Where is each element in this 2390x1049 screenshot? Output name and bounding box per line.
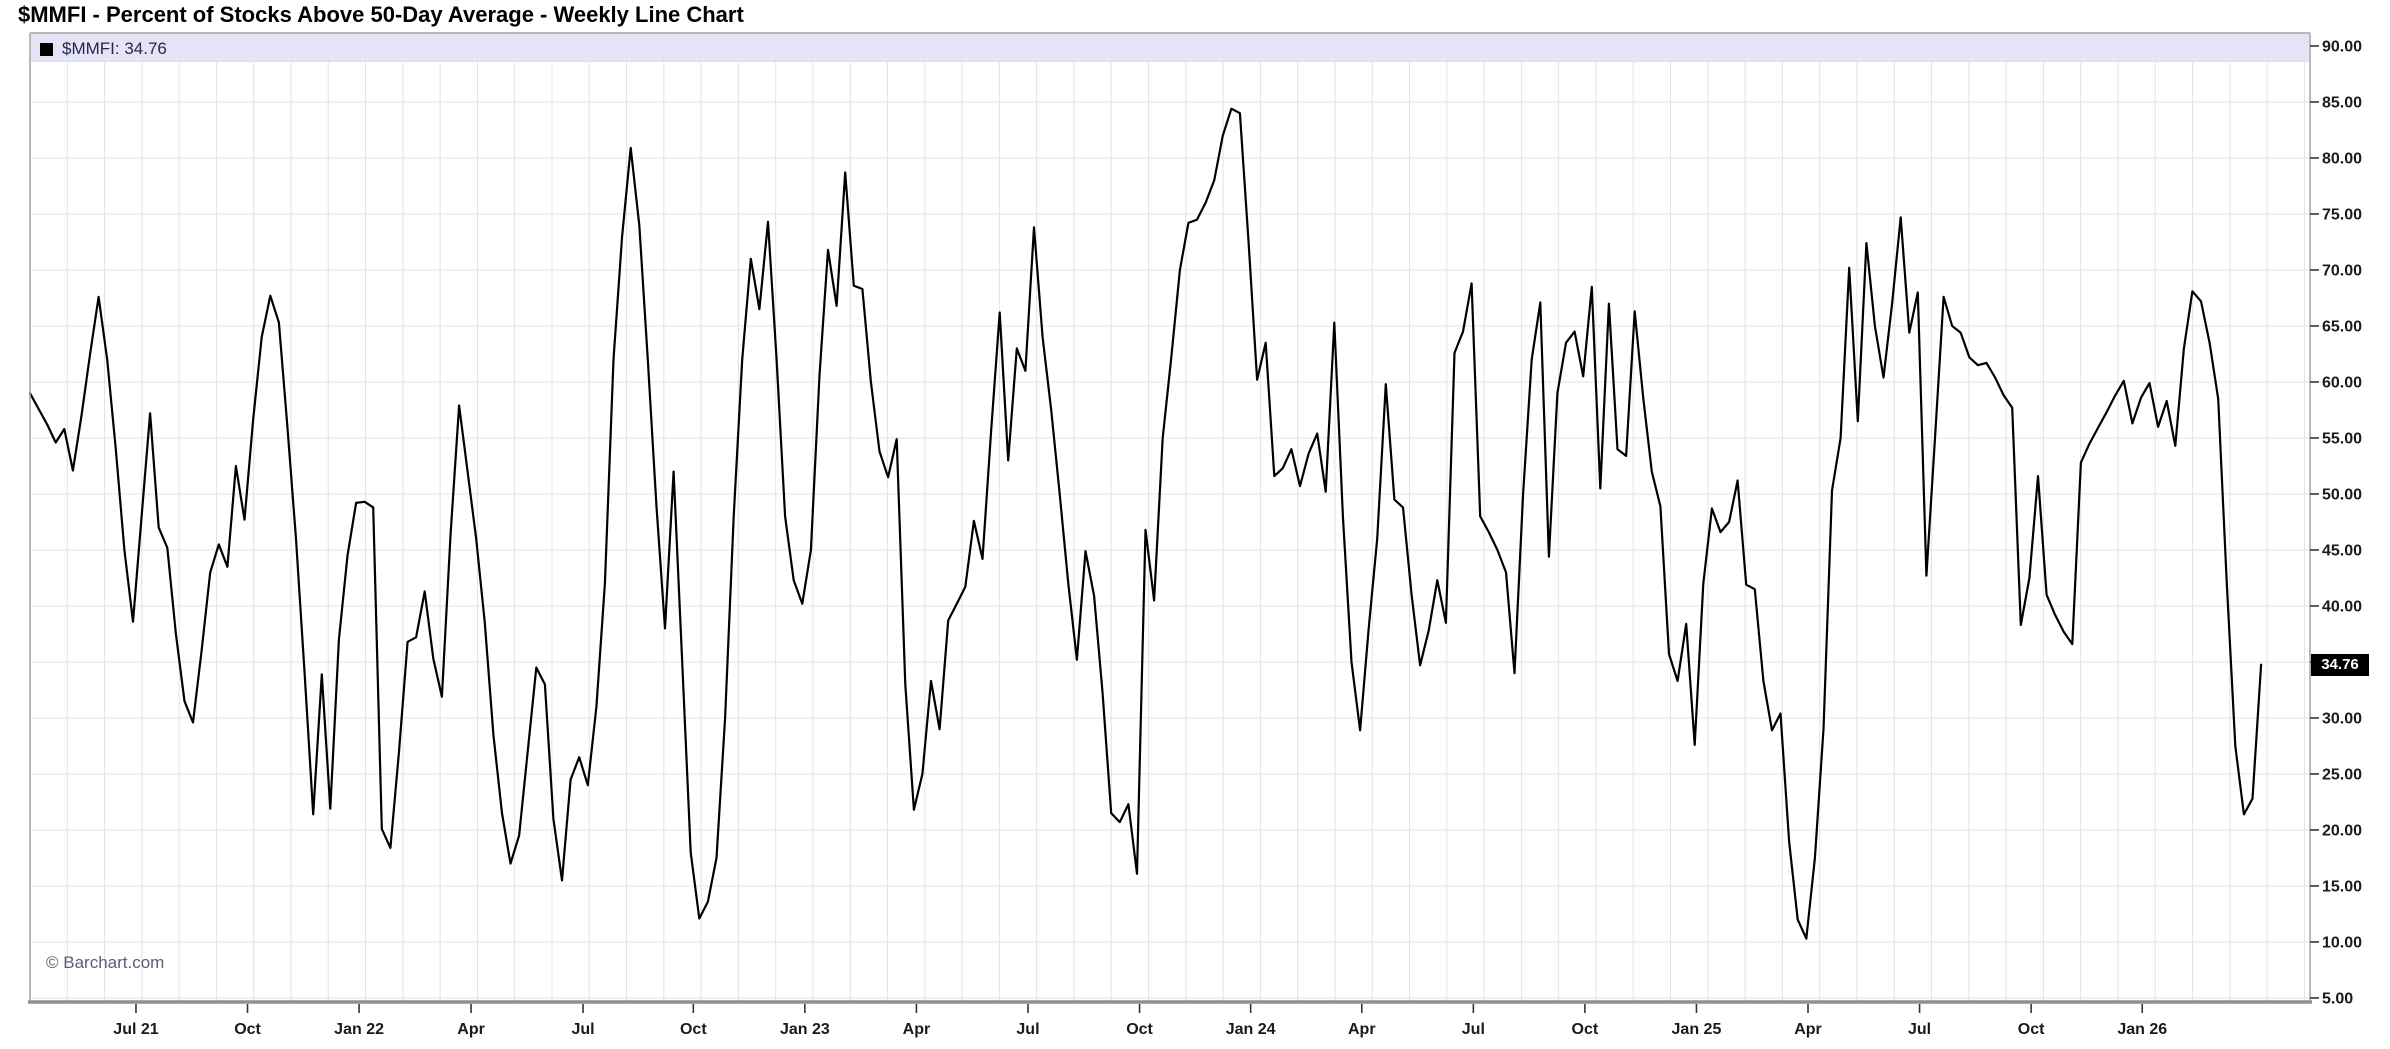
y-axis-label: 10.00: [2322, 934, 2362, 951]
x-axis-label: Apr: [903, 1021, 931, 1038]
legend-bar: [31, 34, 2309, 62]
x-axis-label: Jan 22: [334, 1021, 384, 1038]
y-axis-label: 30.00: [2322, 710, 2362, 727]
x-axis-label: Jan 26: [2117, 1021, 2167, 1038]
x-axis-label: Jul: [1462, 1021, 1485, 1038]
y-axis-label: 85.00: [2322, 94, 2362, 111]
y-axis-label: 70.00: [2322, 262, 2362, 279]
x-axis-label: Oct: [2018, 1021, 2045, 1038]
y-axis-label: 90.00: [2322, 38, 2362, 55]
y-axis-label: 65.00: [2322, 318, 2362, 335]
x-axis-label: Oct: [680, 1021, 707, 1038]
y-axis-label: 75.00: [2322, 206, 2362, 223]
y-axis-label: 55.00: [2322, 430, 2362, 447]
y-axis-label: 80.00: [2322, 150, 2362, 167]
chart-title: $MMFI - Percent of Stocks Above 50-Day A…: [18, 2, 744, 27]
x-axis-label: Oct: [1126, 1021, 1153, 1038]
y-axis-label: 15.00: [2322, 878, 2362, 895]
y-axis-label: 50.00: [2322, 486, 2362, 503]
x-axis-label: Jul: [1908, 1021, 1931, 1038]
x-axis-label: Jan 23: [780, 1021, 830, 1038]
x-axis-label: Jul 21: [113, 1021, 158, 1038]
y-axis-label: 45.00: [2322, 542, 2362, 559]
y-axis-label: 40.00: [2322, 598, 2362, 615]
x-axis-label: Oct: [234, 1021, 261, 1038]
last-value-badge: 34.76: [2311, 654, 2369, 676]
x-axis-label: Apr: [457, 1021, 485, 1038]
x-axis-label: Jul: [571, 1021, 594, 1038]
x-axis-label: Apr: [1794, 1021, 1822, 1038]
y-axis-label: 60.00: [2322, 374, 2362, 391]
x-axis-label: Jan 24: [1226, 1021, 1276, 1038]
y-axis-label: 5.00: [2322, 990, 2353, 1007]
x-axis-label: Oct: [1572, 1021, 1599, 1038]
x-axis-label: Apr: [1348, 1021, 1376, 1038]
y-axis-label: 25.00: [2322, 766, 2362, 783]
price-line: [28, 107, 2263, 940]
copyright-watermark: © Barchart.com: [46, 953, 165, 972]
x-axis-label: Jul: [1016, 1021, 1039, 1038]
y-axis-label: 20.00: [2322, 822, 2362, 839]
x-axis-label: Jan 25: [1672, 1021, 1722, 1038]
